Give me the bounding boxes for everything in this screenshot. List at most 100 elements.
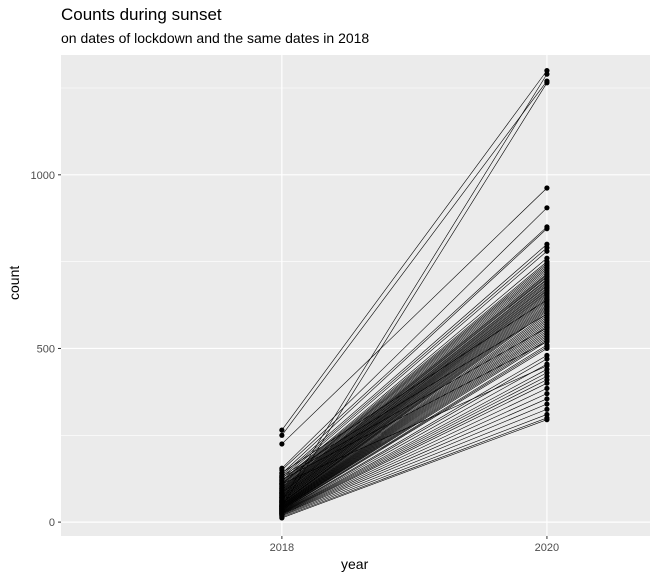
- data-point-2018: [279, 498, 285, 504]
- data-point-2018: [279, 515, 285, 521]
- series-line: [281, 323, 548, 507]
- series-line: [281, 299, 548, 474]
- series-line: [281, 375, 548, 513]
- series-line: [281, 275, 548, 490]
- series-line: [281, 268, 548, 485]
- series-line: [281, 305, 548, 502]
- tick-labels: 0 500 1000 2018 2020: [31, 170, 560, 554]
- series-points: [279, 68, 550, 521]
- series-line: [281, 263, 548, 483]
- series-line: [281, 247, 548, 478]
- data-point-2020: [544, 311, 550, 317]
- axis-ticks: [58, 174, 548, 539]
- series-line: [281, 369, 548, 512]
- series-line: [281, 298, 548, 500]
- data-point-2020: [544, 417, 550, 423]
- series-line: [281, 320, 548, 506]
- data-point-2020: [544, 71, 550, 77]
- x-axis-label: year: [341, 556, 369, 572]
- series-line: [281, 266, 548, 485]
- series-line: [281, 327, 548, 478]
- series-line: [281, 277, 548, 490]
- series-line: [281, 382, 548, 514]
- series-line: [281, 318, 548, 505]
- series-line: [281, 303, 548, 501]
- series-line: [281, 325, 548, 507]
- series-line: [281, 393, 548, 515]
- data-point-2020: [544, 80, 550, 86]
- series-line: [281, 344, 548, 510]
- data-point-2020: [544, 401, 550, 407]
- series-line: [281, 341, 548, 481]
- data-point-2018: [279, 503, 285, 510]
- series-line: [281, 414, 548, 517]
- data-point-2020: [544, 205, 550, 211]
- series-line: [281, 341, 548, 510]
- chart-subtitle: on dates of lockdown and the same dates …: [61, 30, 370, 46]
- series-line: [281, 73, 548, 502]
- series-line: [281, 339, 548, 510]
- series-line: [281, 279, 548, 492]
- series-line: [281, 264, 548, 484]
- series-line: [281, 270, 548, 486]
- series-line: [281, 289, 548, 496]
- series-line: [281, 310, 548, 503]
- data-point-2020: [544, 297, 550, 303]
- data-point-2020: [544, 248, 550, 254]
- series-line: [281, 379, 548, 513]
- series-line: [281, 334, 548, 509]
- series-line: [281, 348, 548, 511]
- series-line: [281, 282, 548, 493]
- data-point-2020: [544, 385, 550, 392]
- data-point-2018: [279, 427, 285, 433]
- series-line: [281, 313, 548, 504]
- series-line: [281, 273, 548, 488]
- series-line: [281, 363, 548, 512]
- series-line: [281, 346, 548, 511]
- data-point-2018: [279, 432, 285, 438]
- series-line: [281, 244, 548, 476]
- data-point-2020: [544, 338, 550, 345]
- series-line: [281, 187, 548, 445]
- series-line: [281, 287, 548, 495]
- x-tick-label: 2020: [535, 542, 559, 554]
- series-line: [281, 257, 548, 481]
- series-line: [281, 358, 548, 512]
- series-line: [281, 226, 548, 471]
- series-line: [281, 307, 548, 503]
- series-line: [281, 207, 548, 469]
- series-line: [281, 278, 548, 491]
- series-lines: [281, 70, 548, 519]
- data-point-2018: [279, 441, 285, 447]
- data-point-2018: [279, 481, 285, 487]
- data-point-2020: [544, 325, 550, 331]
- y-tick-label: 1000: [31, 170, 55, 182]
- series-line: [281, 288, 548, 496]
- series-line: [281, 80, 548, 436]
- series-line: [281, 70, 548, 431]
- major-gridlines: [61, 55, 650, 536]
- series-line: [281, 372, 548, 513]
- series-line: [281, 332, 548, 508]
- series-line: [281, 417, 548, 518]
- data-point-2020: [544, 356, 550, 362]
- series-line: [281, 297, 548, 499]
- series-line: [281, 355, 548, 511]
- series-line: [281, 250, 548, 479]
- series-line: [281, 365, 548, 485]
- x-tick-label: 2018: [270, 542, 294, 554]
- data-point-2018: [279, 477, 285, 483]
- series-line: [281, 403, 548, 515]
- series-line: [281, 311, 548, 504]
- series-line: [281, 271, 548, 487]
- series-line: [281, 408, 548, 516]
- series-line: [281, 82, 548, 507]
- series-line: [281, 261, 548, 482]
- series-line: [281, 285, 548, 494]
- series-line: [281, 301, 548, 501]
- y-tick-label: 0: [49, 517, 55, 529]
- data-point-2020: [544, 345, 550, 352]
- y-tick-label: 500: [37, 343, 55, 355]
- data-point-2020: [544, 396, 550, 402]
